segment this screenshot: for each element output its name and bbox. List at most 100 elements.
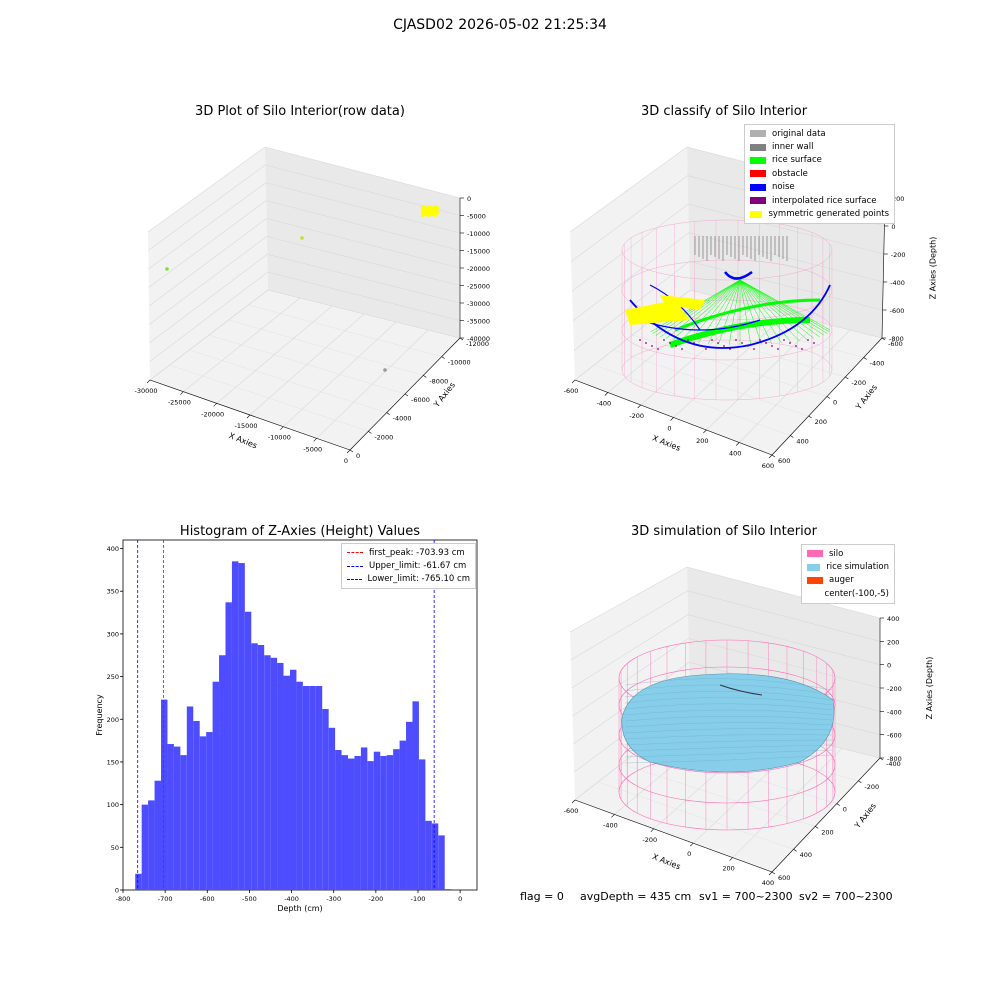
panel4-y-tick-label: 400 bbox=[800, 851, 812, 859]
panel2-x-tick-label: 400 bbox=[729, 450, 741, 458]
panel2-legend-item: rice surface bbox=[750, 154, 889, 167]
panel4-x-tick bbox=[768, 871, 773, 876]
panel4-mesh-line bbox=[624, 691, 833, 701]
panel2-interp-point bbox=[663, 339, 665, 341]
panel2-surface-ray bbox=[739, 279, 792, 343]
panel2-legend-item: obstacle bbox=[750, 167, 889, 180]
panel4-auger-path bbox=[719, 684, 763, 696]
panel4-x-tick-label: -200 bbox=[642, 836, 657, 844]
panel4-legend-item: rice simulation bbox=[807, 560, 889, 573]
histogram-bar bbox=[251, 643, 258, 890]
histogram-bar bbox=[186, 706, 194, 890]
panel2-y-tick-label: -200 bbox=[851, 379, 866, 387]
histogram-bar bbox=[193, 720, 200, 890]
histogram-x-tick-label: -700 bbox=[158, 895, 173, 903]
panel1-z-tick-label: 0 bbox=[467, 195, 471, 203]
histogram-bar bbox=[393, 749, 400, 890]
panel1-pane-right bbox=[265, 147, 460, 338]
histogram-y-tick-label: 350 bbox=[107, 588, 119, 596]
panel2-interp-point bbox=[807, 339, 809, 341]
panel2-interp-point bbox=[801, 348, 803, 350]
histogram-bar bbox=[380, 755, 387, 890]
panel2-noise-arc bbox=[629, 284, 831, 349]
histogram-bar bbox=[444, 889, 452, 890]
panel4-3d-plot: -600 -400 -200 0 200 400 600 400 200 0 -200 -400 400… bbox=[564, 566, 934, 887]
panel2-z-axis-label: Z Axies (Depth) bbox=[929, 237, 938, 300]
panel2-y-tick bbox=[826, 396, 831, 399]
panel2-interp-point bbox=[699, 345, 701, 347]
panel4-x-axis-label: X Axies bbox=[651, 852, 682, 871]
histogram-bar bbox=[180, 755, 187, 890]
histogram-bar bbox=[219, 655, 226, 890]
panel1-x-tick-label: 0 bbox=[344, 457, 348, 465]
legend-label: first_peak: -703.93 cm bbox=[369, 547, 465, 558]
panel2-z-tick-label: -200 bbox=[891, 251, 906, 259]
panel1-grid-z bbox=[267, 271, 461, 321]
histogram-y-tick-label: 400 bbox=[107, 545, 119, 553]
panel2-surface-ray bbox=[739, 279, 830, 333]
panel4-x-tick bbox=[729, 857, 733, 861]
panel2-interp-point bbox=[651, 345, 653, 347]
panel4-mesh-line bbox=[624, 744, 833, 752]
legend-label: noise bbox=[772, 182, 795, 193]
panel4-y-tick-label: 200 bbox=[821, 828, 833, 836]
panel2-y-tick bbox=[808, 415, 812, 419]
panel4-y-tick bbox=[793, 848, 797, 852]
legend-swatch bbox=[807, 576, 823, 584]
panel4-grid-z bbox=[687, 590, 881, 642]
panel4-grid-z bbox=[569, 566, 688, 633]
panel4-y-axis-label: Y Axies bbox=[852, 802, 878, 831]
panel4-y-tick bbox=[771, 871, 776, 875]
histogram-bar bbox=[412, 701, 419, 890]
panel2-surface-ray bbox=[672, 279, 741, 341]
panel2-grid-z bbox=[570, 175, 688, 262]
panel1-grid-z bbox=[149, 254, 268, 344]
histogram-bar bbox=[315, 685, 323, 890]
panel2-3d-plot: -600 -400 -200 0 200 400 600 600 400 200 0 -200 -400… bbox=[564, 146, 938, 470]
legend-swatch bbox=[750, 170, 766, 178]
histogram-bar bbox=[231, 561, 239, 890]
histogram-bar bbox=[399, 740, 407, 890]
panel2-interp-point bbox=[813, 342, 815, 344]
panel1-y-tick-label: -12000 bbox=[466, 340, 489, 348]
panel2-surface-band bbox=[668, 317, 811, 348]
panel2-symmetric-points bbox=[660, 295, 705, 310]
panel1-pane-floor bbox=[150, 290, 460, 450]
panel1-x-tick-label: -15000 bbox=[234, 422, 257, 430]
panel2-interp-point bbox=[747, 345, 749, 347]
histogram-y-tick-label: 150 bbox=[107, 758, 119, 766]
histogram-x-axis-label: Depth (cm) bbox=[277, 904, 322, 913]
panel2-surface-ray bbox=[739, 279, 752, 345]
panel1-y-tick bbox=[441, 356, 445, 359]
panel4-legend-item: center(-100,-5) bbox=[807, 587, 889, 600]
panel2-surface-ray bbox=[739, 279, 825, 336]
panel2-z-tick-label: -400 bbox=[890, 279, 905, 287]
panel2-z-tick-label: -600 bbox=[890, 307, 905, 315]
panel4-mesh-line bbox=[624, 697, 833, 706]
panel2-y-tick-label: -400 bbox=[870, 360, 885, 368]
panel2-z-tick-label: 200 bbox=[892, 195, 904, 203]
panel1-grid-z bbox=[148, 164, 266, 251]
histogram-bar bbox=[289, 669, 297, 890]
panel2-y-tick-label: 600 bbox=[778, 457, 790, 465]
panel4-grid-z bbox=[572, 638, 689, 717]
histogram-bar bbox=[335, 750, 342, 890]
histogram-bar bbox=[309, 685, 316, 890]
panel1-z-tick-label: -5000 bbox=[467, 213, 486, 221]
panel1-x-tick bbox=[213, 403, 217, 407]
panel1-title: 3D Plot of Silo Interior(row data) bbox=[195, 104, 405, 119]
panel2-surface-ray bbox=[680, 279, 741, 342]
panel4-z-tick-label: 200 bbox=[887, 638, 899, 646]
panel1-cluster-point bbox=[435, 211, 439, 215]
panel2-surface-ray bbox=[688, 279, 741, 343]
histogram-legend-item: Lower_limit: -765.10 cm bbox=[347, 573, 470, 586]
legend-label: rice surface bbox=[772, 155, 822, 166]
panel2-interp-point bbox=[753, 348, 755, 350]
panel2-grid-z bbox=[688, 232, 884, 283]
panel2-x-tick-label: 0 bbox=[667, 425, 671, 433]
panel2-legend: original data inner wall rice surface obsta… bbox=[744, 124, 895, 224]
panel1-point bbox=[165, 267, 169, 271]
panel1-y-tick-label: -4000 bbox=[393, 415, 412, 423]
legend-label: Lower_limit: -765.10 cm bbox=[367, 574, 470, 585]
panel4-mesh-line bbox=[624, 728, 833, 734]
